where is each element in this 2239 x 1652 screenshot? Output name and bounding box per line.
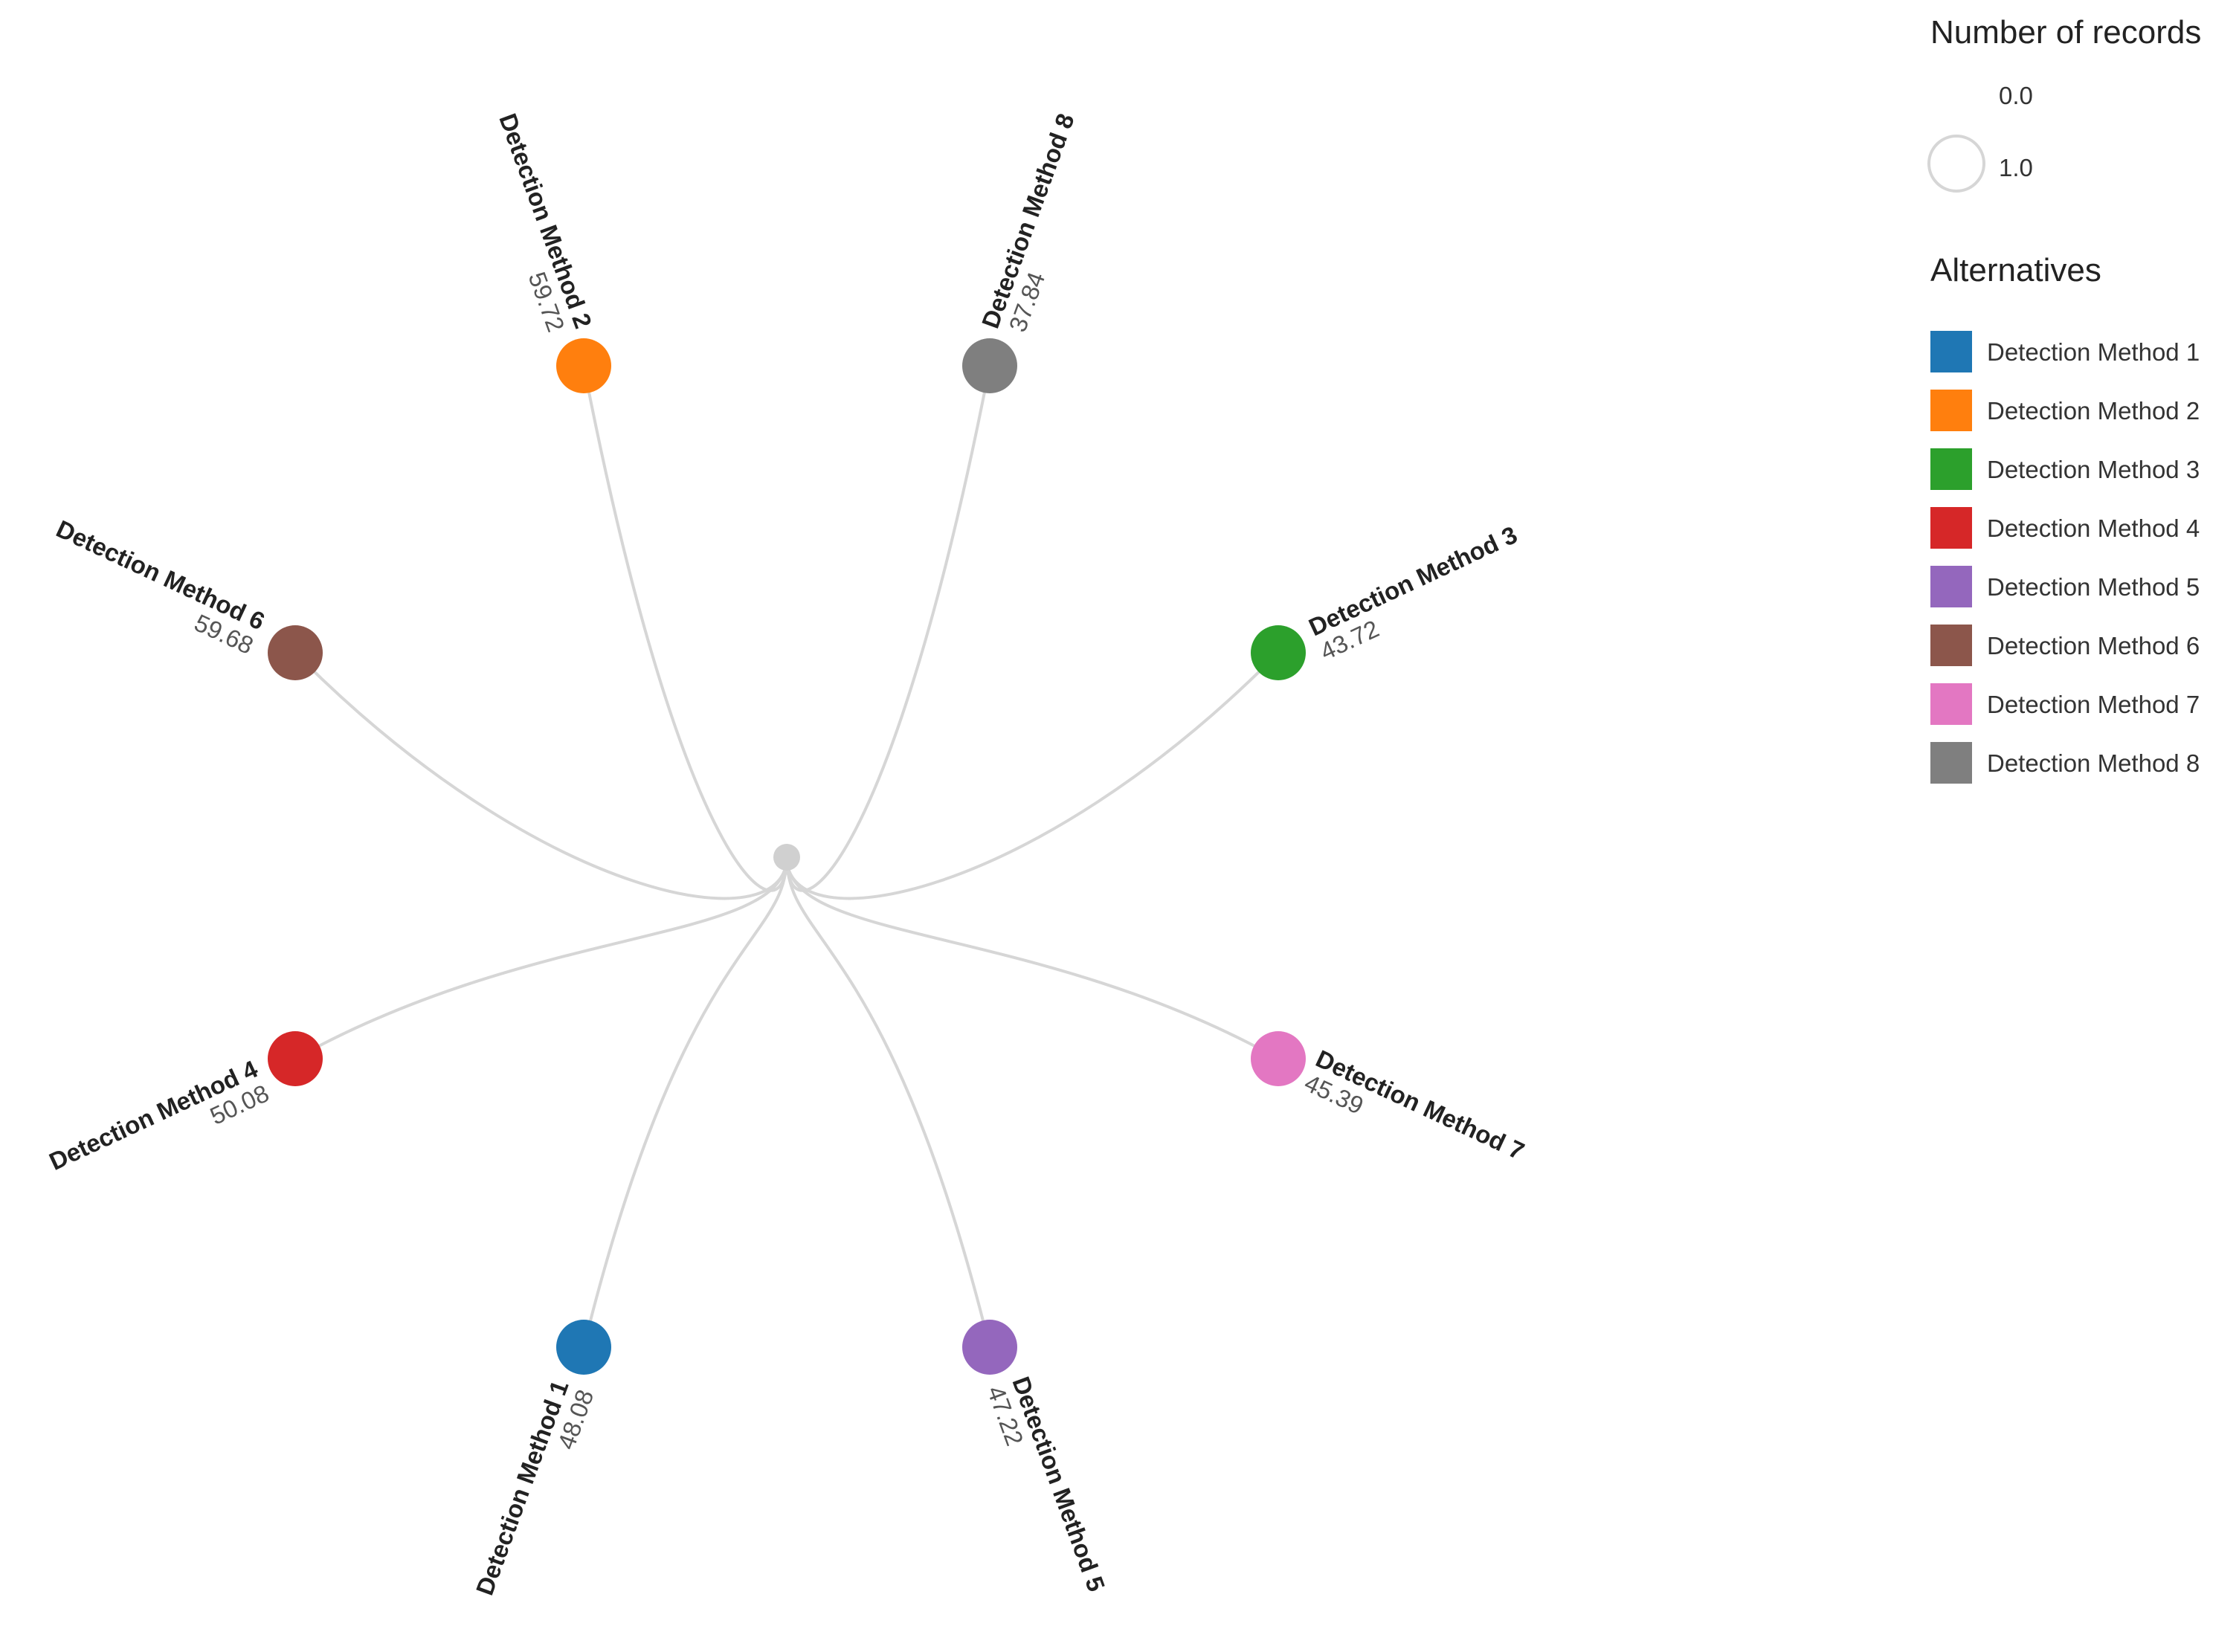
legend-swatch-5 bbox=[1930, 566, 1972, 607]
legend: Number of records 0.0 1.0 Alternatives D… bbox=[1927, 14, 2201, 784]
link-4 bbox=[294, 856, 788, 1060]
node-label-group-1: Detection Method 148.08 bbox=[471, 1377, 599, 1599]
node-label-1: Detection Method 1 bbox=[471, 1377, 574, 1599]
legend-label-3: Detection Method 3 bbox=[1987, 456, 2200, 483]
node-detection-method-2[interactable] bbox=[556, 338, 611, 393]
legend-label-1: Detection Method 1 bbox=[1987, 338, 2200, 366]
root-node bbox=[773, 844, 800, 871]
node-label-group-5: Detection Method 547.22 bbox=[982, 1373, 1111, 1595]
legend-swatch-6 bbox=[1930, 625, 1972, 666]
node-detection-method-5[interactable] bbox=[962, 1320, 1017, 1375]
legend-label-2: Detection Method 2 bbox=[1987, 397, 2200, 425]
node-detection-method-3[interactable] bbox=[1251, 625, 1306, 680]
node-label-3: Detection Method 3 bbox=[1304, 520, 1521, 641]
legend-swatch-7 bbox=[1930, 683, 1972, 725]
node-label-group-7: Detection Method 745.39 bbox=[1301, 1045, 1529, 1165]
legend-label-4: Detection Method 4 bbox=[1987, 514, 2200, 542]
link-7 bbox=[785, 856, 1279, 1060]
legend-swatch-2 bbox=[1930, 390, 1972, 431]
node-detection-method-8[interactable] bbox=[962, 338, 1017, 393]
legend-size-circle-1 bbox=[1927, 135, 1985, 193]
legend-swatch-1 bbox=[1930, 331, 1972, 372]
link-8 bbox=[785, 365, 991, 892]
link-6 bbox=[294, 651, 788, 900]
legend-label-7: Detection Method 7 bbox=[1987, 691, 2200, 718]
node-label-group-3: Detection Method 343.72 bbox=[1304, 520, 1521, 665]
node-detection-method-4[interactable] bbox=[268, 1031, 323, 1086]
legend-label-5: Detection Method 5 bbox=[1987, 573, 2200, 601]
link-2 bbox=[582, 365, 788, 892]
link-3 bbox=[785, 651, 1280, 900]
node-label-group-8: Detection Method 837.84 bbox=[976, 110, 1080, 335]
node-detection-method-1[interactable] bbox=[556, 1320, 611, 1375]
legend-label-6: Detection Method 6 bbox=[1987, 632, 2200, 659]
node-label-group-6: Detection Method 659.68 bbox=[52, 514, 268, 659]
node-label-5: Detection Method 5 bbox=[1007, 1373, 1110, 1595]
legend-label-8: Detection Method 8 bbox=[1987, 749, 2200, 777]
node-label-group-2: Detection Method 259.72 bbox=[494, 110, 597, 335]
node-label-6: Detection Method 6 bbox=[52, 514, 268, 635]
legend-swatch-3 bbox=[1930, 448, 1972, 490]
legend-size-title: Number of records bbox=[1930, 14, 2201, 51]
legend-swatch-4 bbox=[1930, 507, 1972, 549]
legend-color-title: Alternatives bbox=[1930, 252, 2101, 288]
tree-links bbox=[294, 365, 1280, 1348]
node-detection-method-6[interactable] bbox=[268, 625, 323, 680]
legend-swatch-8 bbox=[1930, 742, 1972, 784]
legend-size-label-0: 0.0 bbox=[1999, 82, 2033, 109]
legend-size-label-1: 1.0 bbox=[1999, 154, 2033, 181]
node-detection-method-7[interactable] bbox=[1251, 1031, 1306, 1086]
legend-color-items: Detection Method 1 Detection Method 2 Dete… bbox=[1930, 331, 2200, 784]
node-label-group-4: Detection Method 450.08 bbox=[45, 1055, 273, 1175]
link-1 bbox=[582, 856, 788, 1348]
link-5 bbox=[785, 856, 991, 1348]
